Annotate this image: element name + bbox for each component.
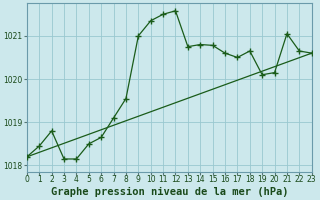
X-axis label: Graphe pression niveau de la mer (hPa): Graphe pression niveau de la mer (hPa) [51,186,288,197]
